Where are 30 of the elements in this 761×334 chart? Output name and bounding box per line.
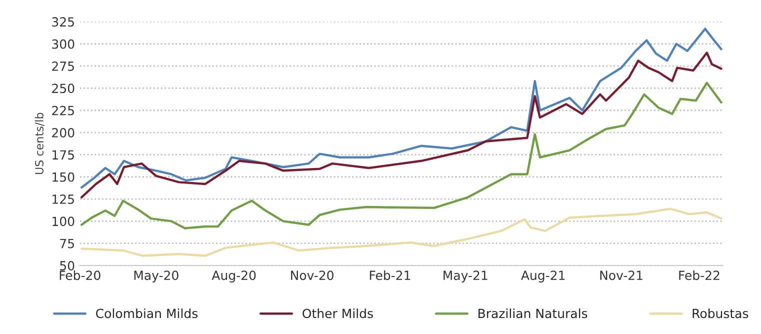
- y-tick-label: 325: [52, 17, 74, 27]
- line-series: [80, 208, 722, 257]
- legend-label: Brazilian Naturals: [478, 308, 588, 318]
- legend-label: Robustas: [692, 308, 748, 318]
- legend-label: Other Milds: [302, 308, 373, 318]
- y-tick-label: 100: [52, 216, 74, 226]
- y-tick-label: 275: [52, 62, 74, 71]
- y-tick-label: 250: [52, 84, 74, 94]
- x-tick-label: Aug-20: [212, 270, 256, 282]
- y-tick-label: 175: [52, 150, 74, 160]
- x-tick-label: Nov-21: [600, 270, 642, 280]
- y-tick-label: 200: [52, 128, 74, 138]
- y-tick-label: 75: [60, 239, 74, 248]
- x-tick-label: Nov-20: [291, 270, 334, 280]
- line-series: [80, 52, 722, 198]
- y-tick-label: 125: [52, 194, 74, 204]
- x-tick-label: May-20: [134, 270, 178, 282]
- x-tick-label: Feb-20: [60, 270, 100, 280]
- line-series: [80, 28, 722, 189]
- x-tick-label: Feb-21: [370, 270, 410, 280]
- y-tick-label: 50: [60, 261, 74, 270]
- y-tick-label: 225: [52, 106, 74, 116]
- x-tick-label: Feb-22: [679, 270, 720, 280]
- legend-label: Colombian Milds: [96, 308, 198, 318]
- y-tick-label: 150: [52, 172, 74, 182]
- x-tick-label: Aug-21: [521, 270, 565, 282]
- line-series: [80, 82, 722, 230]
- x-tick-label: May-21: [444, 270, 488, 282]
- y-tick-label: 300: [52, 39, 74, 49]
- y-axis-title: US cents/lb: [34, 112, 44, 174]
